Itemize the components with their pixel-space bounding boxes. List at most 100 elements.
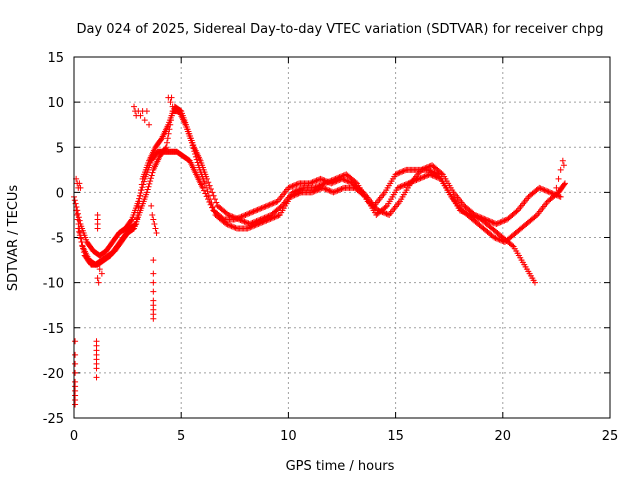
data-point xyxy=(429,172,436,179)
data-point xyxy=(144,186,151,193)
data-point xyxy=(266,201,273,208)
data-point xyxy=(245,210,252,217)
data-point xyxy=(546,189,553,196)
data-point xyxy=(315,183,322,190)
data-point xyxy=(131,103,138,110)
data-point xyxy=(333,188,340,195)
data-point xyxy=(141,117,148,124)
data-point xyxy=(143,189,150,196)
y-tick-labels: -25 -20 -15 -10 -5 0 5 10 15 xyxy=(43,51,64,427)
data-point xyxy=(132,221,139,228)
data-point xyxy=(327,178,334,185)
x-tick-label: 0 xyxy=(70,429,78,444)
data-point xyxy=(483,217,490,224)
data-point xyxy=(542,187,549,194)
data-point xyxy=(498,218,505,225)
data-point xyxy=(150,288,157,295)
data-point xyxy=(143,108,150,115)
data-point xyxy=(76,232,83,239)
y-axis-label: SDTVAR / TECUs xyxy=(6,185,21,292)
data-point xyxy=(167,99,174,106)
x-tick-label: 10 xyxy=(280,429,297,444)
series-burst-1 xyxy=(72,338,79,408)
data-point xyxy=(352,179,359,186)
data-point xyxy=(242,211,249,218)
data-point xyxy=(555,192,562,199)
data-point xyxy=(427,162,434,169)
data-point xyxy=(424,172,431,179)
data-point xyxy=(317,175,324,182)
data-point xyxy=(337,186,344,193)
data-point xyxy=(541,187,548,194)
data-point xyxy=(332,175,339,182)
data-point xyxy=(71,197,78,204)
data-point xyxy=(561,181,568,188)
x-tick-label: 15 xyxy=(387,429,404,444)
data-point xyxy=(531,279,538,286)
x-tick-label: 25 xyxy=(602,429,619,444)
data-point xyxy=(325,187,332,194)
data-point xyxy=(211,207,218,214)
data-point xyxy=(163,139,170,146)
data-point xyxy=(262,214,269,221)
x-tick-labels: 0 5 10 15 20 25 xyxy=(70,429,618,444)
data-point xyxy=(310,188,317,195)
data-point xyxy=(139,184,146,191)
y-tick-label: -15 xyxy=(43,322,64,337)
data-point xyxy=(335,174,342,181)
data-point xyxy=(321,185,328,192)
data-point xyxy=(379,209,386,216)
data-point xyxy=(239,213,246,220)
data-point xyxy=(310,178,317,185)
data-point xyxy=(471,211,478,218)
data-point xyxy=(402,181,409,188)
data-point xyxy=(557,166,564,173)
data-point xyxy=(246,220,253,227)
data-point xyxy=(500,238,507,245)
data-point xyxy=(138,181,145,188)
data-point xyxy=(311,188,318,195)
data-point xyxy=(223,220,230,227)
data-point xyxy=(532,213,539,220)
data-point xyxy=(384,211,391,218)
x-axis-label: GPS time / hours xyxy=(286,459,395,474)
data-point xyxy=(311,184,318,191)
data-point xyxy=(427,167,434,174)
data-point xyxy=(72,338,79,345)
data-point xyxy=(378,208,385,215)
data-point xyxy=(258,205,265,212)
data-point xyxy=(425,163,432,170)
y-tick-label: -5 xyxy=(51,232,64,247)
data-point xyxy=(557,193,564,200)
data-point xyxy=(422,165,429,172)
data-point xyxy=(228,223,235,230)
data-point xyxy=(393,170,400,177)
data-point xyxy=(486,218,493,225)
data-point xyxy=(495,236,502,243)
data-point xyxy=(548,189,555,196)
data-point xyxy=(328,177,335,184)
data-point xyxy=(536,184,543,191)
data-point xyxy=(477,214,484,221)
data-point xyxy=(251,207,258,214)
data-point xyxy=(344,178,351,185)
y-tick-label: -10 xyxy=(43,277,64,292)
data-point xyxy=(199,184,206,191)
data-point xyxy=(270,200,277,207)
data-point xyxy=(236,216,243,223)
data-point xyxy=(553,192,560,199)
data-point xyxy=(277,204,284,211)
data-point xyxy=(290,182,297,189)
data-point xyxy=(249,219,256,226)
data-point xyxy=(497,237,504,244)
data-point xyxy=(153,229,160,236)
data-point xyxy=(274,213,281,220)
data-point xyxy=(501,217,508,224)
data-point xyxy=(482,216,489,223)
data-point xyxy=(265,202,272,209)
data-point xyxy=(288,183,295,190)
data-point xyxy=(289,183,296,190)
data-point xyxy=(538,185,545,192)
data-point xyxy=(150,216,157,223)
